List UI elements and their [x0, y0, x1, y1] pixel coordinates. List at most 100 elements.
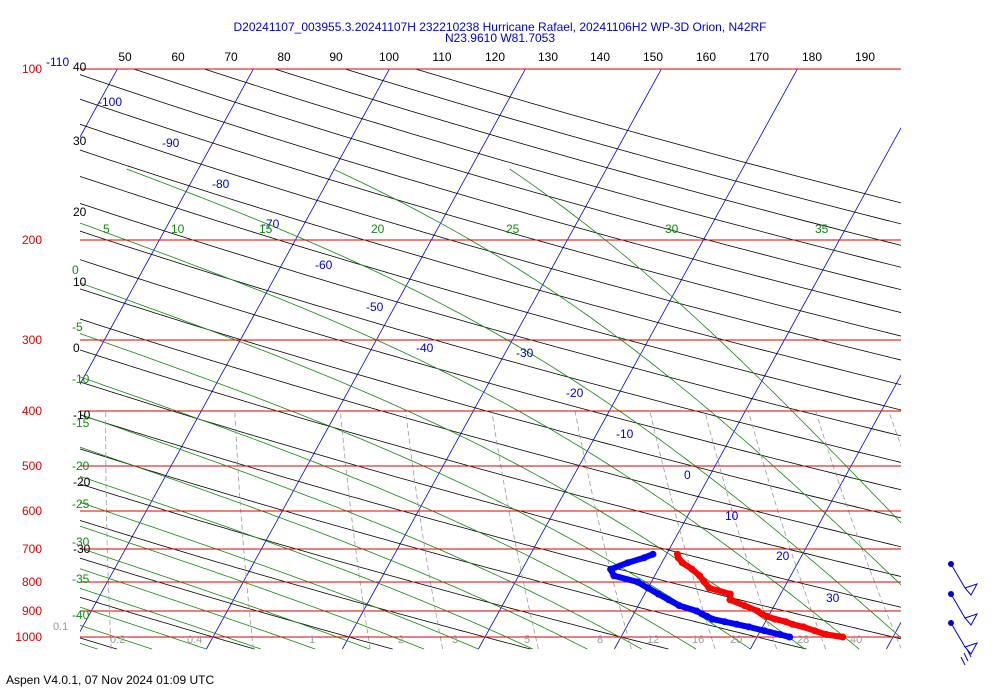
top-axis-label: 130 — [538, 50, 558, 64]
mixing-ratio-label: 16 — [692, 634, 704, 646]
temperature-profile-point — [700, 578, 708, 586]
dewpoint-profile-point — [733, 620, 741, 628]
mixing-ratio-label: 2 — [398, 634, 404, 646]
left-black-label: 30 — [73, 134, 87, 148]
mixing-ratio-line — [574, 410, 632, 650]
wind-barb-feather — [966, 648, 972, 658]
isotherm-label: -70 — [262, 217, 280, 231]
isotherm-line — [886, 621, 901, 650]
left-green-label: -20 — [72, 459, 90, 473]
dry-adiabat-line — [80, 596, 255, 650]
temperature-profile-point — [688, 565, 696, 573]
dewpoint-profile-point — [610, 572, 618, 580]
left-green-label: 0 — [72, 263, 79, 277]
temperature-profile-point — [822, 631, 830, 638]
isotherm-label: -30 — [516, 346, 534, 360]
moist-adiabat-line — [80, 568, 316, 650]
dry-adiabat-line — [80, 637, 117, 650]
wind-barb-staff — [950, 563, 966, 589]
top-axis-label: 160 — [696, 50, 716, 64]
dry-adiabat-line — [273, 69, 901, 246]
dewpoint-profile-point — [640, 554, 648, 562]
dry-adiabat-line — [414, 69, 901, 204]
dry-adiabat-line — [80, 123, 901, 361]
isotherm-line — [614, 127, 901, 650]
temperature-profile-point — [771, 615, 779, 623]
top-axis-label: 150 — [643, 50, 663, 64]
chart-title-line1: D20241107_003955.3.20241107H 232210238 H… — [233, 20, 767, 34]
wind-barb-pennant — [964, 583, 979, 596]
moist-adiabat-line — [80, 446, 588, 650]
temperature-profile-point — [839, 633, 847, 641]
top-left-label: -110 — [46, 55, 69, 69]
mixing-ratio-label: 40 — [850, 634, 862, 646]
top-axis-label: 170 — [749, 50, 769, 64]
dewpoint-profile-point — [708, 615, 716, 623]
temperature-profile-point — [799, 623, 807, 631]
mixing-ratio-label: 3 — [452, 634, 458, 646]
pressure-tick-label: 1000 — [15, 630, 42, 644]
isotherm-line — [750, 374, 901, 650]
temperature-profile-point — [678, 559, 686, 567]
dry-adiabat-line — [343, 69, 901, 225]
dry-adiabat-line — [80, 318, 901, 548]
left-green-label: -35 — [72, 572, 90, 586]
temperature-profile-point — [763, 612, 771, 620]
left-black-label: -30 — [73, 542, 91, 556]
top-axis-label: 110 — [432, 50, 451, 64]
theta-e-label: 25 — [506, 222, 520, 236]
wind-barb-feather — [960, 656, 966, 666]
dry-adiabat-line — [80, 381, 901, 608]
dewpoint-profile-point — [786, 633, 794, 641]
top-axis-label: 90 — [329, 50, 343, 64]
isotherm-line — [80, 69, 118, 138]
isotherm-line — [342, 69, 662, 650]
dewpoint-profile-point — [624, 559, 632, 567]
pressure-tick-label: 400 — [22, 404, 42, 418]
moist-adiabat-line — [80, 547, 370, 650]
temperature-profile-point — [726, 596, 734, 604]
mixing-ratio-label: 0.2 — [110, 634, 125, 646]
dry-adiabat-line — [80, 414, 901, 640]
top-axis-label: 50 — [118, 50, 132, 64]
mixing-ratio-line — [815, 410, 901, 650]
mixing-ratio-line — [405, 410, 443, 650]
dry-adiabat-line — [80, 202, 901, 437]
dewpoint-profile-point — [693, 607, 700, 615]
pressure-tick-label: 100 — [22, 62, 42, 76]
left-green-label: -15 — [72, 416, 90, 430]
top-axis-label: 100 — [379, 50, 399, 64]
mixing-ratio-line — [491, 410, 539, 650]
left-green-label: -5 — [72, 320, 83, 334]
top-left-label: 40 — [73, 60, 87, 74]
top-axis-label: 120 — [485, 50, 505, 64]
temperature-profile-point — [740, 602, 748, 609]
top-axis-label: 80 — [277, 50, 291, 64]
temperature-profile-line — [674, 551, 846, 640]
moist-adiabat-line — [126, 168, 901, 639]
dry-adiabat-line — [80, 74, 901, 314]
pressure-tick-label: 600 — [22, 504, 42, 518]
dry-adiabat-line — [80, 175, 901, 411]
dewpoint-profile-point — [761, 627, 768, 635]
temperature-profile-point — [705, 584, 713, 592]
dewpoint-profile-point — [698, 610, 706, 618]
top-axis-label: 70 — [224, 50, 238, 64]
left-black-label: -10 — [73, 408, 91, 422]
left-green-label: -30 — [72, 535, 90, 549]
isotherm-label: -40 — [416, 341, 434, 355]
isotherm-label: -10 — [616, 427, 634, 441]
theta-e-label: 30 — [665, 222, 679, 236]
moist-adiabat-line — [80, 501, 479, 650]
chart-title-line2: N23.9610 W81.7053 — [444, 31, 556, 45]
dry-adiabat-line — [80, 557, 393, 650]
dry-adiabat-line — [80, 483, 669, 650]
mixing-ratio-line — [234, 410, 254, 650]
temperature-profile-point — [673, 550, 681, 558]
dewpoint-profile-point — [703, 612, 711, 620]
mixing-ratio-line — [12, 411, 16, 649]
moist-adiabat-line — [80, 587, 261, 650]
mixing-ratio-label: 5 — [524, 634, 530, 646]
moist-adiabat-line — [80, 475, 533, 650]
